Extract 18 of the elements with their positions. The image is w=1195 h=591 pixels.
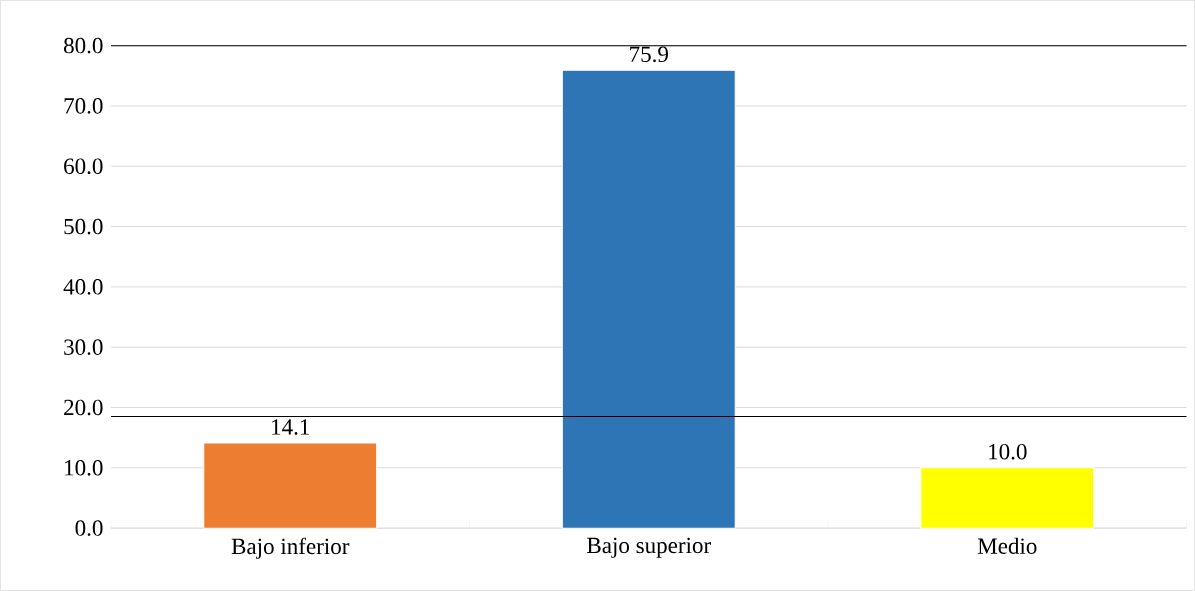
y-tick-label: 40.0	[63, 279, 103, 295]
y-tick-label: 80.0	[63, 37, 103, 54]
data-label: 75.9	[630, 46, 668, 63]
y-tick-label: 20.0	[64, 399, 103, 416]
y-tick-label: 30.0	[64, 339, 103, 356]
x-tick-label: Medio	[977, 537, 1037, 554]
y-tick-label: 60.0	[64, 158, 103, 175]
bar	[561, 69, 736, 529]
data-label: 14.1	[272, 419, 310, 435]
y-tick-label: 10.0	[65, 460, 103, 476]
bar	[203, 442, 378, 529]
x-tick-label: Bajo superior	[587, 537, 711, 558]
x-tick-label: Bajo inferior	[231, 537, 350, 559]
y-tick-label: 0.0	[75, 520, 103, 537]
data-label: 10.0	[989, 443, 1027, 460]
y-tick-label: 50.0	[64, 218, 103, 235]
bar	[920, 467, 1095, 529]
y-tick-label: 70.0	[64, 98, 103, 114]
